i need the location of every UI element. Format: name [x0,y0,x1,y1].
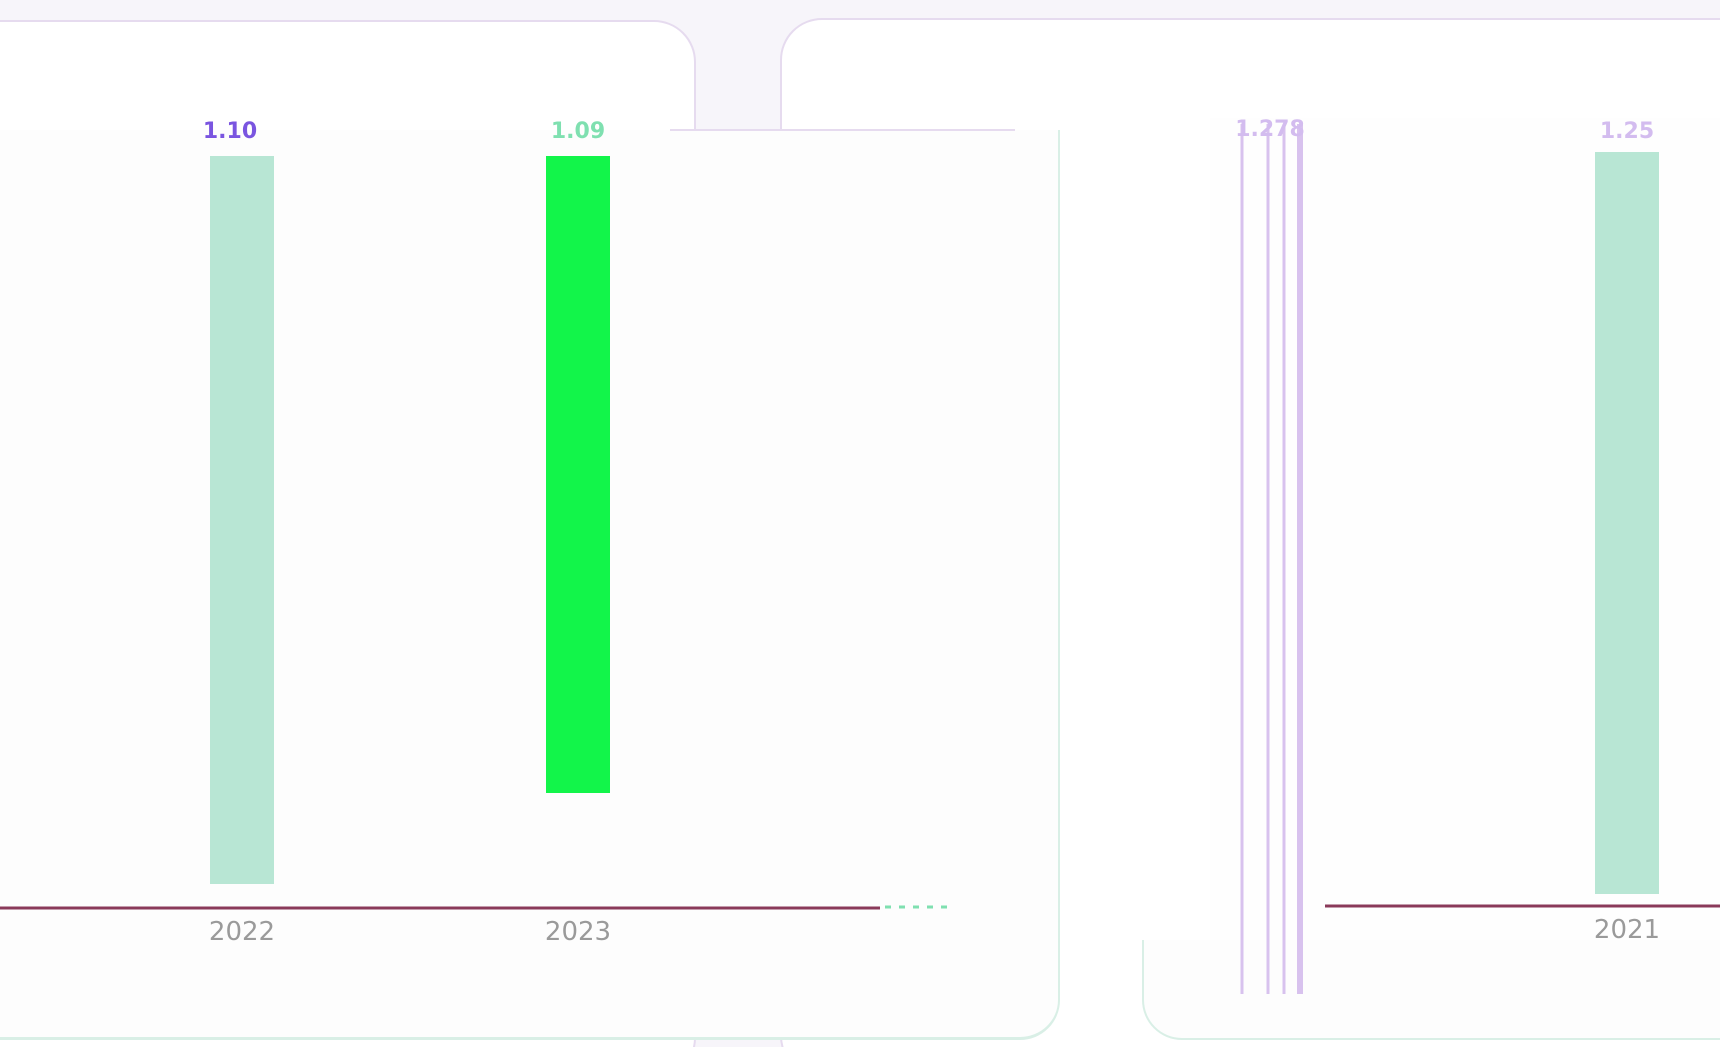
x-tick-label-2023: 2023 [545,917,611,947]
bar-2021 [1595,152,1659,894]
x-tick-label-2021: 2021 [1594,915,1660,945]
right-bar-chart: 1.278 2021 1.25 [1235,117,1720,994]
value-label-extra: 1.278 [1235,117,1305,142]
value-label-2023: 1.09 [551,119,605,144]
right-panel-footer [1142,940,1720,1040]
bar-2022 [210,156,274,884]
value-label-2021: 1.25 [1600,119,1654,144]
left-bar-chart: 2022 1.10 2023 1.09 [0,119,950,947]
x-tick-label-2022: 2022 [209,917,275,947]
overlay-panel-edge [670,129,1015,131]
value-label-2022: 1.10 [203,119,257,144]
bar-2023 [546,156,610,793]
overlay-panel [0,130,1060,1040]
